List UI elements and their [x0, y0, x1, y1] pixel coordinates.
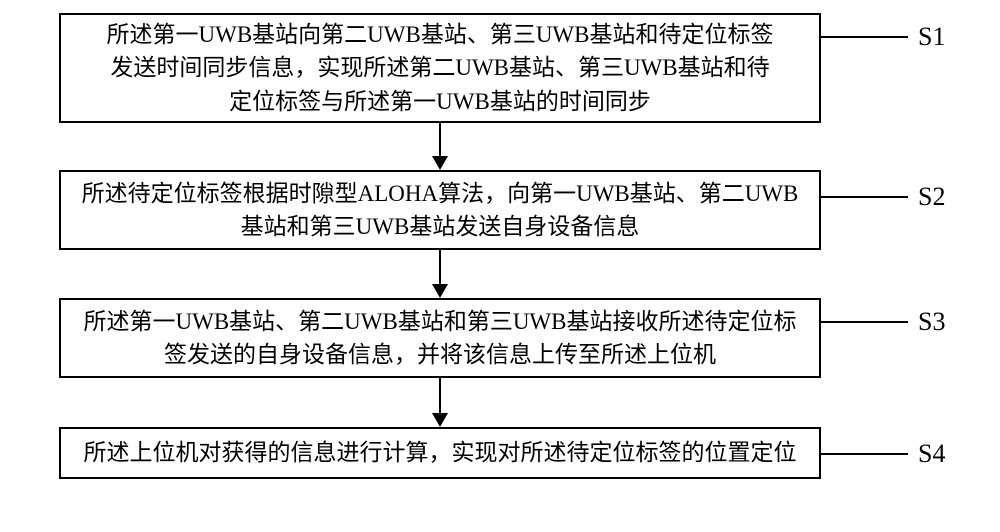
label-connector-s2: [821, 196, 908, 198]
arrow-head-s3-s4: [432, 413, 448, 427]
step-label-s1: S1: [918, 22, 945, 52]
arrow-head-s1-s2: [432, 156, 448, 170]
label-connector-s4: [821, 453, 908, 455]
arrow-line-s1-s2: [439, 123, 441, 156]
label-connector-s1: [821, 36, 908, 38]
step-label-s2: S2: [918, 182, 945, 212]
step-box-s1: 所述第一UWB基站向第二UWB基站、第三UWB基站和待定位标签 发送时间同步信息…: [59, 13, 821, 123]
arrow-line-s3-s4: [439, 378, 441, 413]
arrow-head-s2-s3: [432, 284, 448, 298]
label-connector-s3: [821, 321, 908, 323]
step-box-s4: 所述上位机对获得的信息进行计算，实现对所述待定位标签的位置定位: [59, 427, 821, 479]
step-label-s3: S3: [918, 307, 945, 337]
step-text-s3: 所述第一UWB基站、第二UWB基站和第三UWB基站接收所述待定位标 签发送的自身…: [84, 305, 797, 372]
step-label-s4: S4: [918, 439, 945, 469]
step-box-s3: 所述第一UWB基站、第二UWB基站和第三UWB基站接收所述待定位标 签发送的自身…: [59, 298, 821, 378]
step-text-s4: 所述上位机对获得的信息进行计算，实现对所述待定位标签的位置定位: [84, 436, 797, 469]
arrow-line-s2-s3: [439, 250, 441, 284]
flowchart-canvas: 所述第一UWB基站向第二UWB基站、第三UWB基站和待定位标签 发送时间同步信息…: [0, 0, 1000, 532]
step-box-s2: 所述待定位标签根据时隙型ALOHA算法，向第一UWB基站、第二UWB 基站和第三…: [59, 170, 821, 250]
step-text-s2: 所述待定位标签根据时隙型ALOHA算法，向第一UWB基站、第二UWB 基站和第三…: [82, 177, 799, 244]
step-text-s1: 所述第一UWB基站向第二UWB基站、第三UWB基站和待定位标签 发送时间同步信息…: [107, 18, 774, 118]
